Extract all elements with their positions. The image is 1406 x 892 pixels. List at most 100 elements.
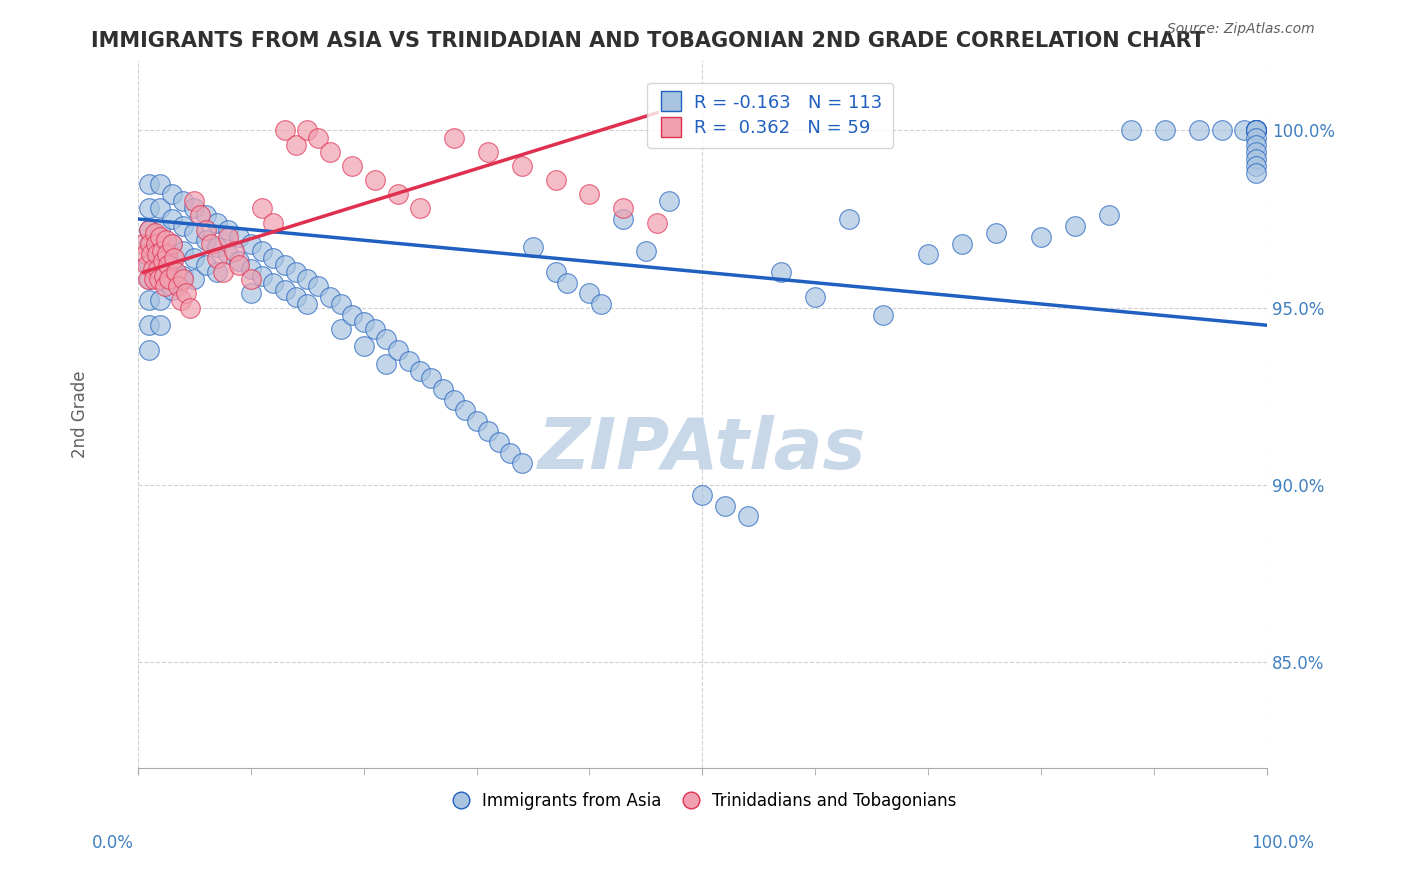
Point bbox=[135, 247, 157, 261]
Point bbox=[804, 290, 827, 304]
Point bbox=[284, 290, 307, 304]
Point bbox=[139, 236, 162, 251]
Point bbox=[205, 251, 228, 265]
Point bbox=[838, 211, 860, 226]
Point bbox=[250, 202, 273, 216]
Point bbox=[295, 272, 318, 286]
Point bbox=[138, 177, 160, 191]
Point bbox=[522, 240, 544, 254]
Point bbox=[872, 308, 894, 322]
Point bbox=[1121, 123, 1143, 137]
Legend: Immigrants from Asia, Trinidadians and Tobagonians: Immigrants from Asia, Trinidadians and T… bbox=[441, 785, 963, 816]
Point bbox=[160, 236, 183, 251]
Point bbox=[146, 261, 169, 276]
Point bbox=[153, 268, 176, 283]
Point bbox=[1244, 166, 1267, 180]
Point bbox=[222, 244, 245, 258]
Point bbox=[150, 244, 173, 258]
Point bbox=[217, 229, 239, 244]
Point bbox=[387, 187, 409, 202]
Point bbox=[295, 123, 318, 137]
Point bbox=[477, 425, 499, 439]
Point bbox=[578, 187, 600, 202]
Point bbox=[1244, 123, 1267, 137]
Point bbox=[250, 244, 273, 258]
Point bbox=[544, 265, 567, 279]
Point bbox=[183, 194, 205, 209]
Point bbox=[149, 293, 172, 308]
Point bbox=[143, 226, 166, 240]
Point bbox=[477, 145, 499, 159]
Point bbox=[657, 194, 679, 209]
Point bbox=[200, 236, 222, 251]
Point bbox=[443, 392, 465, 407]
Point bbox=[1244, 137, 1267, 152]
Point bbox=[510, 456, 533, 470]
Point bbox=[409, 202, 432, 216]
Point bbox=[145, 236, 167, 251]
Point bbox=[465, 414, 488, 428]
Point bbox=[141, 261, 163, 276]
Point bbox=[138, 222, 160, 236]
Point bbox=[409, 364, 432, 378]
Point bbox=[167, 279, 190, 293]
Point bbox=[179, 301, 201, 315]
Point bbox=[1233, 123, 1256, 137]
Point bbox=[160, 258, 183, 272]
Point bbox=[342, 308, 364, 322]
Point bbox=[138, 272, 160, 286]
Point bbox=[262, 215, 284, 229]
Text: 100.0%: 100.0% bbox=[1251, 834, 1315, 852]
Point bbox=[1211, 123, 1233, 137]
Point bbox=[499, 446, 522, 460]
Point bbox=[262, 276, 284, 290]
Point bbox=[319, 290, 342, 304]
Point bbox=[149, 222, 172, 236]
Point bbox=[1244, 123, 1267, 137]
Point bbox=[156, 247, 179, 261]
Text: ZIPAtlas: ZIPAtlas bbox=[538, 415, 866, 483]
Point bbox=[634, 244, 657, 258]
Point bbox=[1244, 123, 1267, 137]
Point bbox=[330, 297, 353, 311]
Point bbox=[138, 318, 160, 333]
Point bbox=[228, 229, 250, 244]
Text: IMMIGRANTS FROM ASIA VS TRINIDADIAN AND TOBAGONIAN 2ND GRADE CORRELATION CHART: IMMIGRANTS FROM ASIA VS TRINIDADIAN AND … bbox=[91, 31, 1205, 51]
Point bbox=[1244, 159, 1267, 173]
Point bbox=[153, 279, 176, 293]
Point bbox=[578, 286, 600, 301]
Point bbox=[142, 272, 165, 286]
Point bbox=[194, 209, 217, 223]
Point bbox=[172, 194, 194, 209]
Point bbox=[132, 236, 155, 251]
Point bbox=[194, 233, 217, 247]
Point bbox=[205, 215, 228, 229]
Point bbox=[160, 283, 183, 297]
Point bbox=[737, 509, 759, 524]
Point bbox=[183, 202, 205, 216]
Point bbox=[308, 279, 330, 293]
Point bbox=[1188, 123, 1211, 137]
Point bbox=[172, 268, 194, 283]
Point bbox=[205, 240, 228, 254]
Y-axis label: 2nd Grade: 2nd Grade bbox=[72, 370, 89, 458]
Point bbox=[589, 297, 612, 311]
Point bbox=[984, 226, 1007, 240]
Point bbox=[157, 258, 180, 272]
Point bbox=[1244, 145, 1267, 159]
Point bbox=[375, 357, 398, 371]
Point bbox=[176, 286, 198, 301]
Point bbox=[1244, 123, 1267, 137]
Point bbox=[398, 353, 420, 368]
Point bbox=[1244, 123, 1267, 137]
Point bbox=[443, 130, 465, 145]
Point bbox=[183, 226, 205, 240]
Point bbox=[295, 297, 318, 311]
Point bbox=[160, 211, 183, 226]
Point bbox=[1244, 152, 1267, 166]
Point bbox=[149, 272, 172, 286]
Point bbox=[1098, 209, 1121, 223]
Point bbox=[284, 137, 307, 152]
Point bbox=[308, 130, 330, 145]
Point bbox=[149, 247, 172, 261]
